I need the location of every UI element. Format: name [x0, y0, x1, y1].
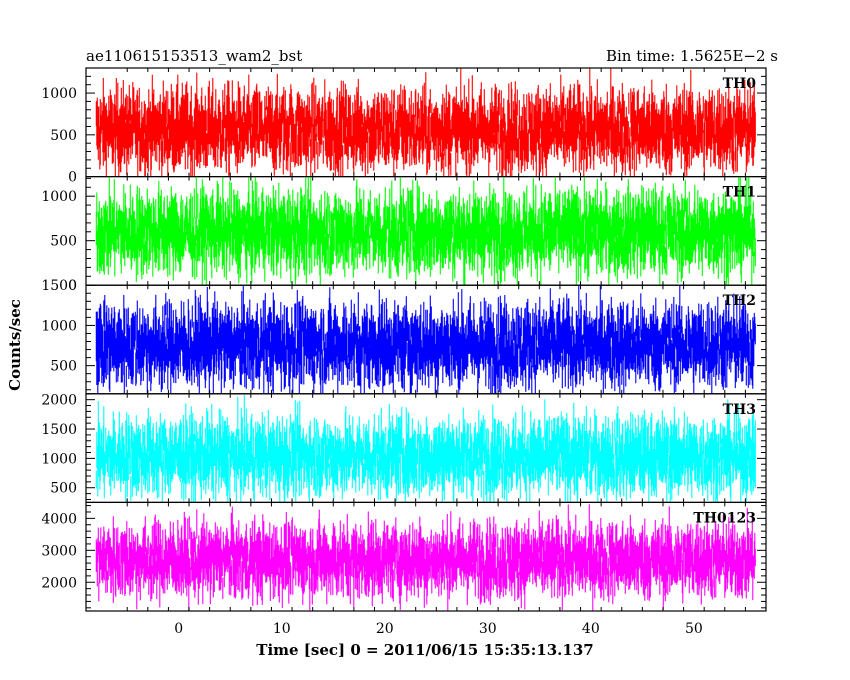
series-line-th2	[95, 285, 756, 394]
y-tick-label: 1000	[41, 86, 77, 102]
y-tick-label: 2000	[41, 575, 77, 591]
y-tick-label: 500	[50, 128, 77, 144]
y-tick-label: 0	[68, 170, 77, 186]
y-tick-label: 1500	[41, 422, 77, 438]
series-line-th0	[95, 68, 756, 177]
y-tick-label: 1000	[41, 318, 77, 334]
x-tick-label: 10	[273, 621, 291, 637]
series-label-th3: TH3	[723, 402, 756, 418]
y-tick-label: 2000	[41, 393, 77, 409]
x-tick-label: 20	[376, 621, 394, 637]
y-tick-label: 1000	[41, 451, 77, 467]
y-tick-label: 500	[50, 359, 77, 375]
x-tick-label: 0	[174, 621, 183, 637]
series-label-th2: TH2	[723, 293, 756, 309]
y-axis-label: Counts/sec	[6, 299, 24, 391]
chart-title: ae110615153513_wam2_bst	[86, 47, 302, 65]
series-label-th0: TH0	[723, 76, 757, 92]
x-tick-label: 40	[582, 621, 600, 637]
series-label-th1: TH1	[723, 185, 756, 201]
bin-time-label: Bin time: 1.5625E−2 s	[606, 47, 778, 65]
panel-th0: 0 500 1000 TH0	[41, 67, 767, 186]
y-tick-label: 3000	[41, 543, 77, 559]
series-line-th3	[95, 394, 756, 503]
y-tick-label: 1000	[41, 189, 77, 205]
y-tick-label: 500	[50, 234, 77, 250]
panel-th0123: 2000 3000 4000 TH0123	[41, 501, 767, 612]
series-label-th0123: TH0123	[693, 510, 756, 526]
series-line-th1	[95, 176, 756, 286]
x-tick-label: 30	[479, 621, 497, 637]
panel-th2: 500 1000 1500 TH2	[41, 278, 767, 395]
y-tick-label: 4000	[41, 511, 77, 527]
y-tick-label: 1500	[41, 278, 77, 294]
y-tick-label: 500	[50, 481, 77, 497]
x-tick-label: 50	[685, 621, 703, 637]
y-tick-label: 0	[68, 278, 77, 294]
panel-th1: 0 500 1000 TH1	[41, 176, 767, 294]
panel-th3: 500 1000 1500 2000 TH3	[41, 393, 767, 503]
x-axis-label: Time [sec] 0 = 2011/06/15 15:35:13.137	[256, 641, 593, 659]
series-line-th0123	[95, 504, 756, 611]
